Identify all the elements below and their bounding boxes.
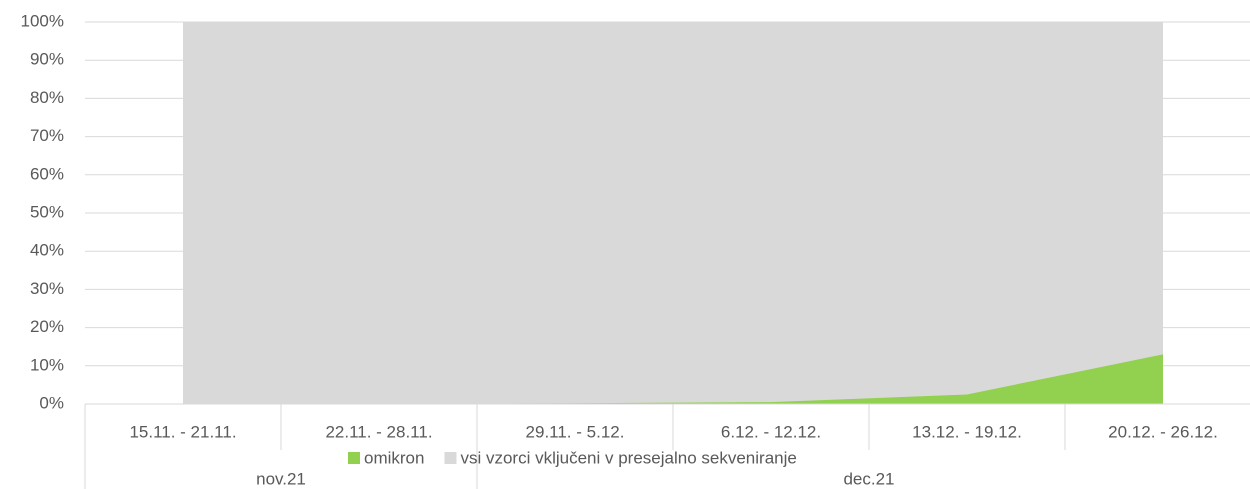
x-tick-label: 15.11. - 21.11. (129, 422, 236, 441)
y-tick-label: 10% (30, 355, 64, 374)
area (183, 354, 1163, 404)
y-tick-label: 50% (30, 202, 64, 221)
y-tick-label: 70% (30, 126, 64, 145)
group-label: nov.21 (256, 469, 306, 488)
y-tick-label: 60% (30, 164, 64, 183)
x-tick-label: 13.12. - 19.12. (912, 422, 1022, 441)
y-tick-label: 20% (30, 317, 64, 336)
legend-swatch (348, 452, 360, 464)
legend-label: omikron (364, 448, 424, 467)
y-tick-label: 90% (30, 50, 64, 69)
y-tick-label: 30% (30, 279, 64, 298)
y-tick-label: 80% (30, 88, 64, 107)
legend-swatch (444, 452, 457, 464)
y-tick-label: 40% (30, 241, 64, 260)
area (183, 22, 1163, 404)
y-tick-label: 0% (39, 393, 64, 412)
x-tick-label: 29.11. - 5.12. (526, 422, 625, 441)
x-tick-label: 6.12. - 12.12. (721, 422, 821, 441)
y-tick-label: 100% (21, 11, 64, 30)
x-tick-label: 20.12. - 26.12. (1108, 422, 1218, 441)
legend-label: vsi vzorci vključeni v presejalno sekven… (460, 448, 796, 467)
group-label: dec.21 (843, 469, 894, 488)
x-tick-label: 22.11. - 28.11. (325, 422, 432, 441)
